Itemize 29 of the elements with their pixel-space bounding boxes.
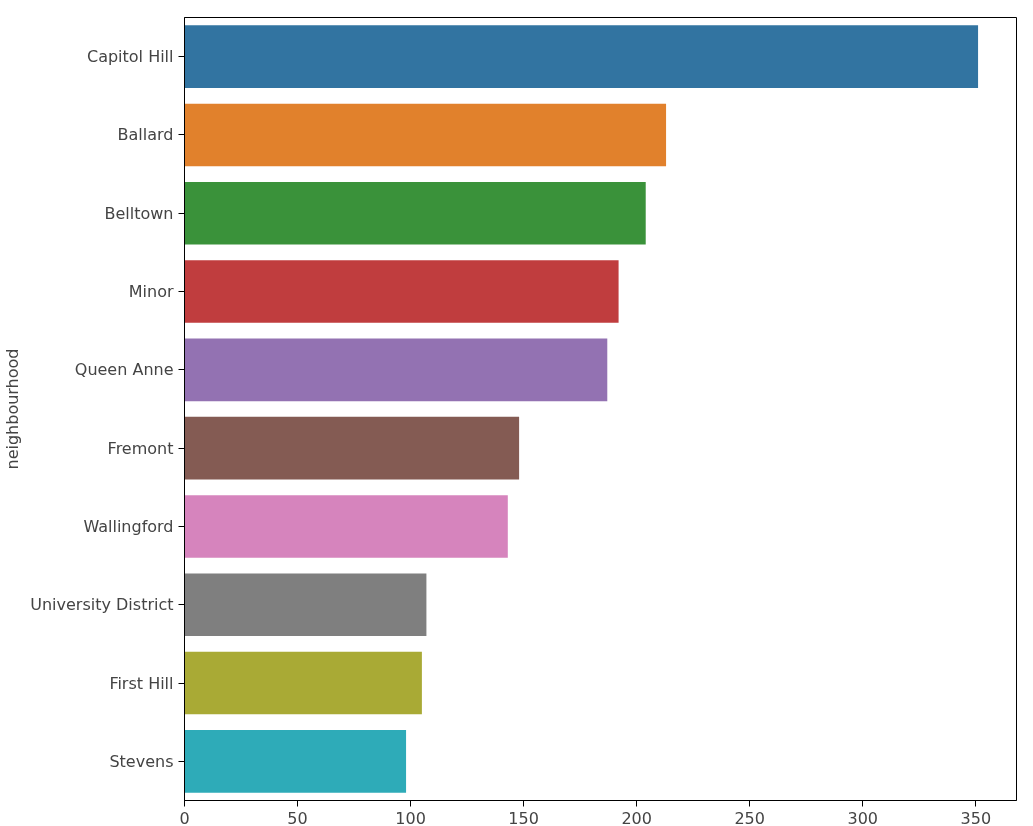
x-tick-label: 150 xyxy=(508,808,539,826)
y-tick-label: Capitol Hill xyxy=(86,47,174,67)
bar xyxy=(184,730,407,793)
y-tick-label: Ballard xyxy=(117,125,174,145)
bar xyxy=(184,181,646,245)
y-tick-label: Queen Anne xyxy=(74,360,174,380)
x-tick-label: 250 xyxy=(734,808,765,826)
bar xyxy=(184,260,619,323)
y-tick-label: Belltown xyxy=(104,203,174,223)
y-tick-label: Stevens xyxy=(109,751,174,771)
y-tick-label: University District xyxy=(30,595,174,615)
y-tick-label: Wallingford xyxy=(83,516,174,536)
y-tick-label: First Hill xyxy=(109,673,174,693)
y-tick-label: Minor xyxy=(128,282,174,302)
x-tick-label: 350 xyxy=(960,808,992,826)
bar xyxy=(184,495,508,558)
x-tick-label: 200 xyxy=(621,808,652,826)
bar xyxy=(184,25,979,88)
bar xyxy=(184,416,520,480)
bar xyxy=(184,103,667,167)
x-tick-label: 300 xyxy=(847,808,879,826)
x-tick-label: 50 xyxy=(287,808,308,826)
x-tick-label: 0 xyxy=(179,808,190,826)
y-axis-title: neighbourhood xyxy=(3,348,23,470)
y-tick-label: Fremont xyxy=(107,438,174,458)
bar xyxy=(184,651,422,715)
x-tick-label: 100 xyxy=(395,808,426,826)
bar xyxy=(184,338,608,402)
bar xyxy=(184,573,427,637)
